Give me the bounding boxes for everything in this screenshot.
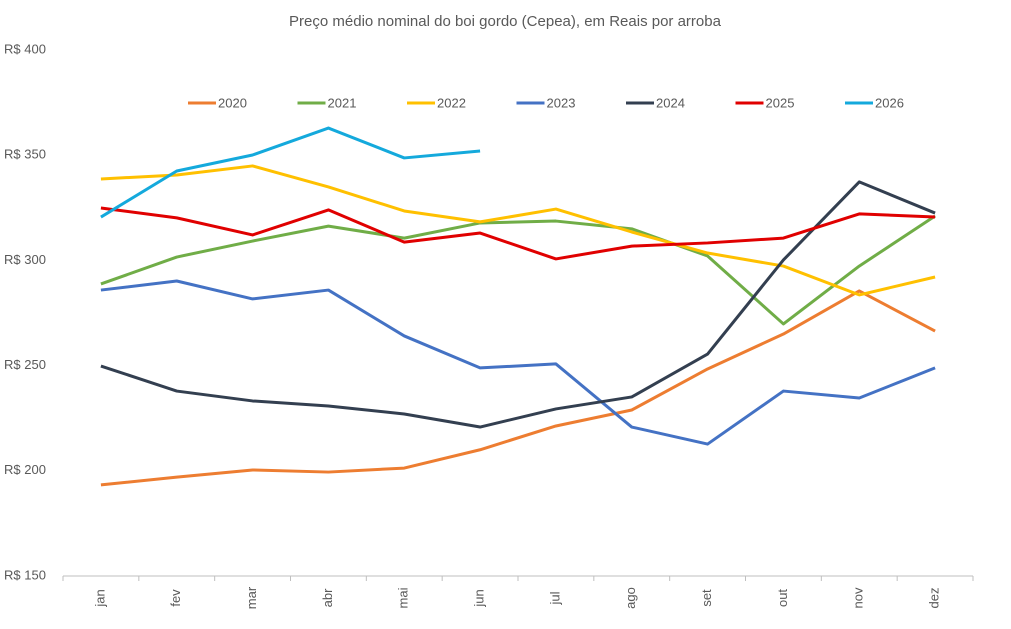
y-tick-label: R$ 250 bbox=[4, 357, 46, 372]
series-line bbox=[100, 180, 936, 429]
series-line bbox=[100, 206, 936, 261]
y-tick-label: R$ 300 bbox=[4, 252, 46, 267]
x-tick-label: nov bbox=[851, 587, 866, 608]
y-tick-label: R$ 400 bbox=[4, 41, 46, 56]
series-line bbox=[100, 126, 481, 219]
x-tick-label: out bbox=[775, 589, 790, 607]
series-line bbox=[100, 279, 936, 446]
x-tick-label: fev bbox=[168, 589, 183, 607]
legend-label: 2026 bbox=[875, 95, 904, 110]
series-line bbox=[100, 164, 936, 297]
x-tick-label: mar bbox=[244, 586, 259, 609]
x-tick-label: set bbox=[699, 589, 714, 607]
x-tick-label: jan bbox=[92, 589, 107, 607]
x-tick-label: jul bbox=[547, 591, 562, 605]
legend-label: 2020 bbox=[218, 95, 247, 110]
y-tick-label: R$ 200 bbox=[4, 462, 46, 477]
legend-label: 2021 bbox=[328, 95, 357, 110]
x-tick-label: dez bbox=[927, 588, 942, 609]
y-tick-label: R$ 150 bbox=[4, 567, 46, 582]
chart-title: Preço médio nominal do boi gordo (Cepea)… bbox=[289, 13, 722, 30]
x-tick-label: abr bbox=[320, 588, 335, 607]
legend-label: 2022 bbox=[437, 95, 466, 110]
x-tick-label: ago bbox=[623, 587, 638, 609]
legend-label: 2024 bbox=[656, 95, 685, 110]
legend-label: 2025 bbox=[766, 95, 795, 110]
x-tick-label: mai bbox=[396, 587, 411, 608]
x-tick-label: jun bbox=[472, 589, 487, 607]
y-tick-label: R$ 350 bbox=[4, 147, 46, 162]
series-line bbox=[100, 214, 936, 326]
legend-label: 2023 bbox=[547, 95, 576, 110]
series-line bbox=[100, 289, 936, 487]
